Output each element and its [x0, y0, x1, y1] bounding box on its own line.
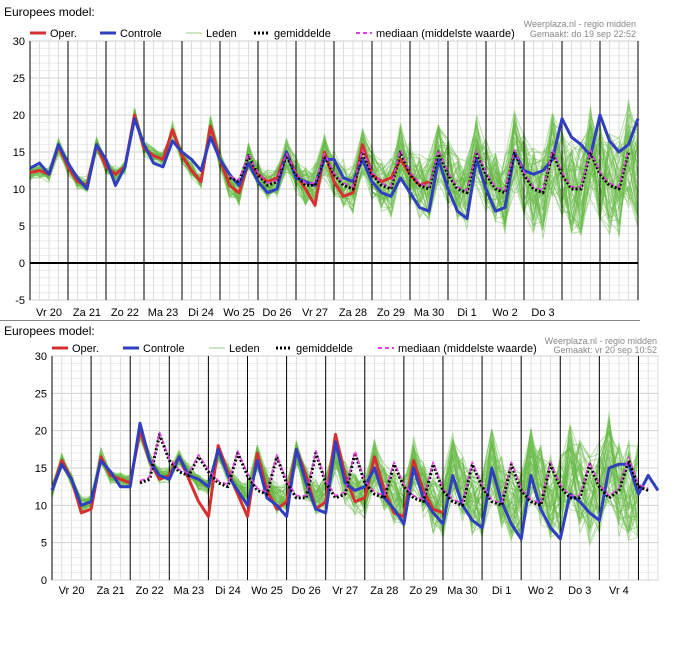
x-tick-label: Di 1 [492, 585, 512, 597]
x-tick-label: Di 24 [215, 585, 241, 597]
series-line [29, 113, 640, 221]
generated-label: Gemaakt: vr 20 sep 10:52 [553, 345, 657, 355]
x-tick-label: Do 3 [568, 585, 591, 597]
legend-label: Leden [229, 343, 260, 355]
y-tick-label: 5 [19, 221, 25, 233]
legend-label: Oper. [50, 28, 77, 40]
x-tick-label: Do 26 [262, 307, 291, 319]
legend-label: Oper. [72, 343, 99, 355]
x-tick-label: Ma 30 [447, 585, 478, 597]
y-tick-label: 10 [13, 184, 25, 196]
y-tick-label: 25 [13, 73, 25, 85]
x-tick-label: Di 1 [457, 307, 477, 319]
y-tick-label: 15 [13, 147, 25, 159]
chart-title: Europees model: [4, 324, 95, 338]
legend-label: mediaan (middelste waarde) [398, 343, 537, 355]
x-tick-label: Zo 22 [111, 307, 139, 319]
legend-label: Controle [120, 28, 162, 40]
x-tick-label: Zo 22 [136, 585, 164, 597]
chart-title: Europees model: [4, 5, 95, 19]
x-tick-label: Vr 27 [302, 307, 328, 319]
ensemble-member-line [51, 425, 639, 533]
x-tick-label: Za 21 [73, 307, 101, 319]
x-tick-label: Za 28 [370, 585, 398, 597]
ensemble-member-line [51, 435, 639, 537]
chart-panel-top: Europees model: Weerplaza.nl - regio mid… [0, 0, 640, 320]
x-tick-label: Vr 4 [609, 585, 629, 597]
chart-panel-bottom: Europees model: Weerplaza.nl - regio mid… [0, 321, 662, 597]
y-tick-label: 20 [13, 110, 25, 122]
y-tick-label: 10 [35, 500, 47, 512]
legend-label: Controle [143, 343, 185, 355]
y-tick-label: 20 [35, 426, 47, 438]
x-tick-label: Wo 25 [223, 307, 255, 319]
x-tick-label: Di 24 [188, 307, 214, 319]
x-tick-label: Zo 29 [377, 307, 405, 319]
panel-divider [0, 320, 640, 321]
x-tick-label: Za 28 [339, 307, 367, 319]
series-line [139, 431, 649, 504]
x-tick-label: Vr 27 [332, 585, 358, 597]
generated-label: Gemaakt: do 19 sep 22:52 [530, 29, 636, 39]
y-tick-label: 30 [35, 351, 47, 363]
x-tick-label: Vr 20 [36, 307, 62, 319]
x-tick-label: Vr 20 [59, 585, 85, 597]
y-tick-label: 15 [35, 463, 47, 475]
source-label: Weerplaza.nl - regio midden [524, 19, 636, 29]
y-tick-label: 5 [41, 538, 47, 550]
x-tick-label: Ma 30 [414, 307, 445, 319]
ensemble-member-line [51, 435, 639, 543]
legend-label: Leden [206, 28, 237, 40]
ensemble-member-line [51, 417, 639, 531]
x-tick-label: Wo 25 [251, 585, 283, 597]
series-line [229, 149, 630, 192]
series-line [50, 429, 444, 518]
y-tick-label: 0 [41, 575, 47, 587]
legend-label: gemiddelde [274, 28, 331, 40]
x-tick-label: Do 26 [291, 585, 320, 597]
y-tick-label: -5 [15, 295, 25, 307]
y-tick-label: 30 [13, 36, 25, 48]
legend-label: gemiddelde [296, 343, 353, 355]
x-tick-label: Ma 23 [148, 307, 179, 319]
x-tick-label: Wo 2 [492, 307, 517, 319]
x-tick-label: Za 21 [97, 585, 125, 597]
x-tick-label: Zo 29 [409, 585, 437, 597]
x-tick-label: Do 3 [531, 307, 554, 319]
legend-label: mediaan (middelste waarde) [376, 28, 515, 40]
x-tick-label: Wo 2 [528, 585, 553, 597]
y-tick-label: 25 [35, 388, 47, 400]
x-tick-label: Ma 23 [174, 585, 205, 597]
y-tick-label: 0 [19, 258, 25, 270]
source-label: Weerplaza.nl - regio midden [545, 336, 657, 346]
